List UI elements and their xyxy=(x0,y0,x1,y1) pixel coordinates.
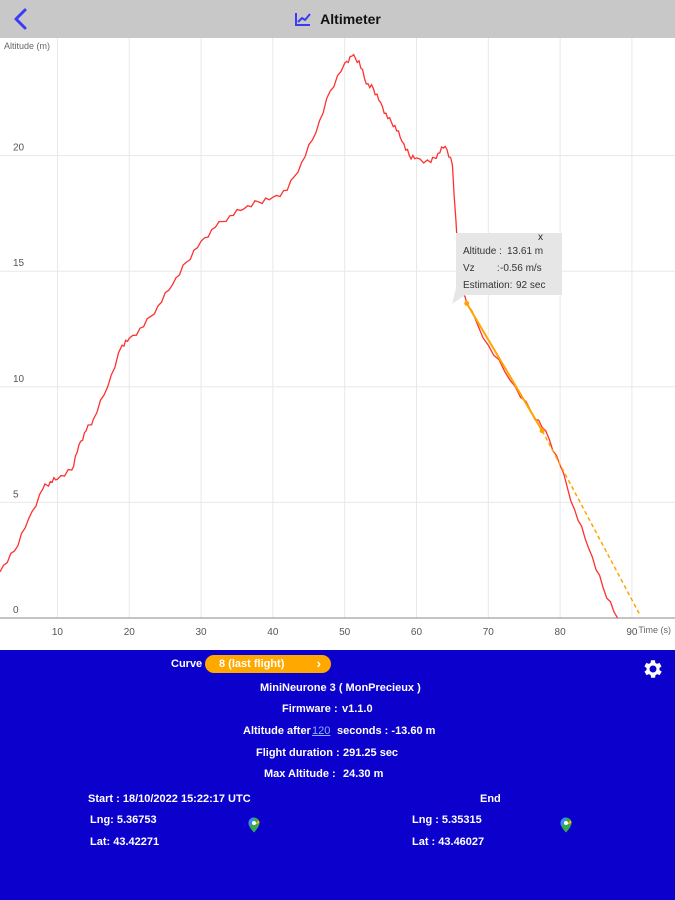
chevron-right-icon: › xyxy=(316,656,321,671)
end-label: End xyxy=(480,793,501,805)
title-group: Altimeter xyxy=(0,0,675,38)
chart-axes: 10 20 30 40 50 60 70 80 90 0 5 10 15 20 Altitude (m) Ti… xyxy=(0,41,675,638)
estimation-projection xyxy=(541,430,640,614)
x-tick-label: 30 xyxy=(196,627,208,638)
altitude-after-value: seconds : -13.60 m xyxy=(337,725,436,737)
x-tick-label: 10 xyxy=(52,627,64,638)
estimation-line xyxy=(465,302,544,432)
tooltip-altitude-value: 13.61 m xyxy=(507,246,543,257)
y-tick-label: 15 xyxy=(13,258,25,269)
gear-icon[interactable] xyxy=(641,657,665,681)
chart-series xyxy=(0,53,640,619)
end-longitude: Lng : 5.35315 xyxy=(412,814,482,826)
max-altitude-label: Max Altitude : xyxy=(264,768,336,780)
y-tick-label: 20 xyxy=(13,143,25,154)
flight-info-panel: Curve 8 (last flight) › MiniNeurone 3 ( … xyxy=(0,650,675,900)
y-tick-label: 5 xyxy=(13,489,19,500)
x-tick-label: 70 xyxy=(483,627,495,638)
chart-tooltip[interactable]: x Altitude : 13.61 m Vz : -0.56 m/s Esti… xyxy=(452,232,562,304)
selected-point xyxy=(464,300,470,306)
start-map-pin-icon[interactable] xyxy=(247,817,261,833)
start-latitude: Lat: 43.42271 xyxy=(90,836,160,848)
estimation-point xyxy=(539,428,545,434)
page-title: Altimeter xyxy=(320,11,381,27)
back-arrow-icon[interactable] xyxy=(8,5,36,33)
altitude-curve xyxy=(0,53,619,619)
tooltip-vz-label: Vz : xyxy=(463,263,500,274)
device-name: MiniNeurone 3 ( MonPrecieux ) xyxy=(260,682,421,694)
tooltip-estimation-label: Estimation: xyxy=(463,280,512,291)
x-tick-label: 90 xyxy=(626,627,638,638)
x-tick-label: 60 xyxy=(411,627,423,638)
altitude-after-seconds-link[interactable]: 120 xyxy=(312,725,331,737)
altitude-chart[interactable]: 10 20 30 40 50 60 70 80 90 0 5 10 15 20 Altitude (m) Ti… xyxy=(0,38,675,650)
altitude-after-label: Altitude after xyxy=(243,725,311,737)
tooltip-estimation-value: 92 sec xyxy=(516,280,545,291)
chart-grid xyxy=(0,38,675,619)
start-longitude: Lng: 5.36753 xyxy=(90,814,157,826)
flight-duration-value: 291.25 sec xyxy=(343,747,399,759)
tooltip-altitude-label: Altitude : xyxy=(463,246,502,257)
firmware-value: v1.1.0 xyxy=(342,703,373,715)
chart-line-icon xyxy=(295,13,311,26)
y-axis-label: Altitude (m) xyxy=(4,41,50,51)
app-bar: Altimeter xyxy=(0,0,675,38)
flight-duration-label: Flight duration : xyxy=(256,747,340,759)
tooltip-vz-value: -0.56 m/s xyxy=(500,263,542,274)
start-datetime: Start : 18/10/2022 15:22:17 UTC xyxy=(88,793,251,805)
x-tick-label: 80 xyxy=(555,627,567,638)
end-latitude: Lat : 43.46027 xyxy=(412,836,485,848)
curve-label: Curve xyxy=(171,658,203,670)
y-tick-label: 10 xyxy=(13,374,25,385)
max-altitude-value: 24.30 m xyxy=(343,768,384,780)
curve-selector[interactable]: 8 (last flight) › xyxy=(205,655,331,673)
tooltip-close-icon[interactable]: x xyxy=(538,232,543,243)
curve-selector-value: 8 (last flight) xyxy=(219,658,285,670)
tooltip-box xyxy=(456,233,562,295)
x-tick-label: 20 xyxy=(124,627,136,638)
end-map-pin-icon[interactable] xyxy=(559,817,573,833)
x-tick-label: 40 xyxy=(267,627,279,638)
tooltip-pointer xyxy=(452,288,465,304)
firmware-label: Firmware : xyxy=(282,703,338,715)
x-axis-label: Time (s) xyxy=(638,625,671,635)
x-tick-label: 50 xyxy=(339,627,351,638)
y-tick-label: 0 xyxy=(13,605,19,616)
